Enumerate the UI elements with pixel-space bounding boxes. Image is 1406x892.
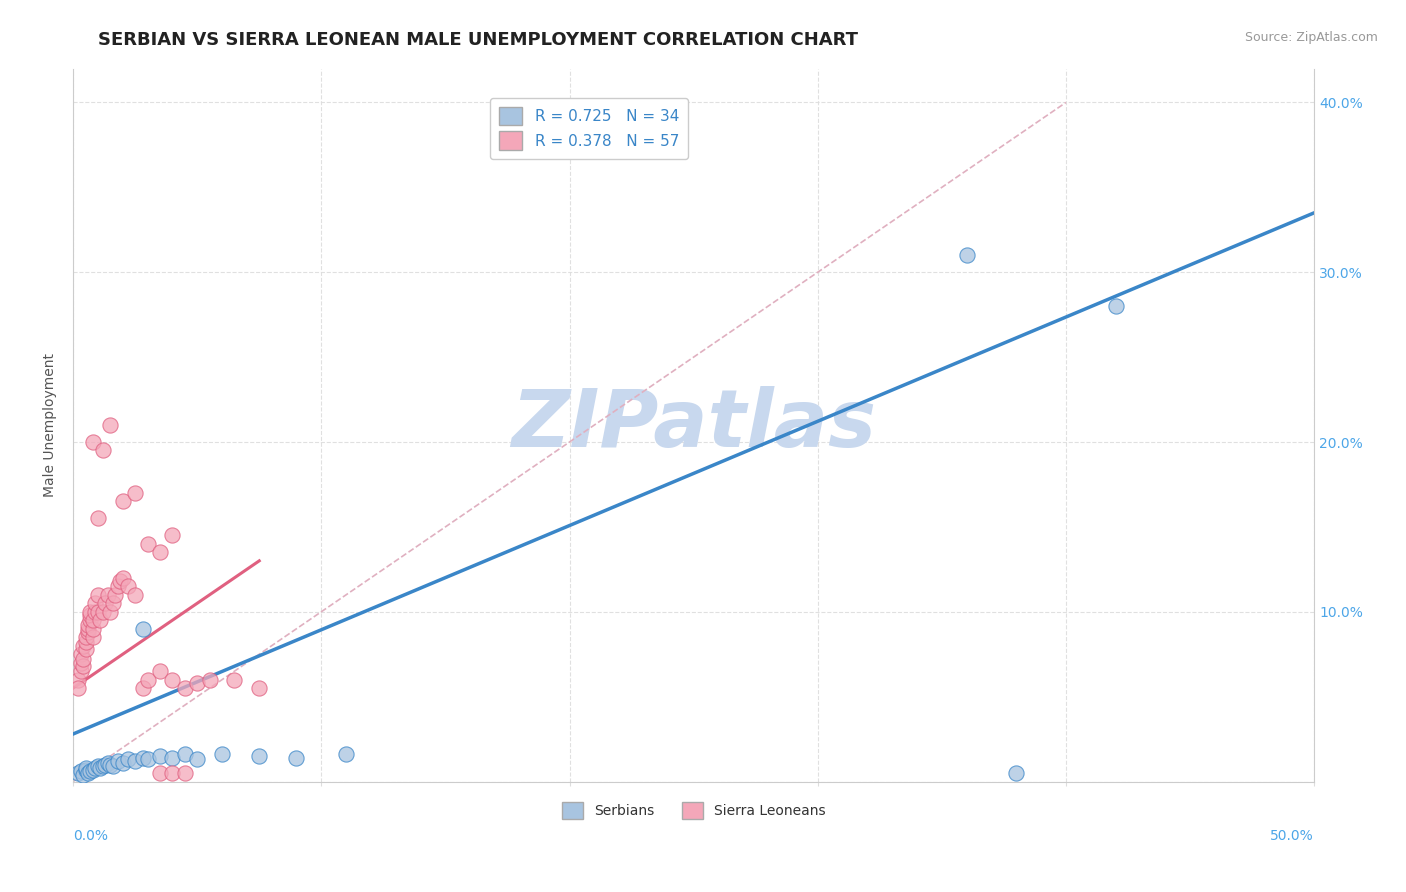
Point [149,766,172,780]
Point [198,673,221,687]
Point [89,761,111,775]
Point [98,605,121,619]
Point [82,622,104,636]
Point [131,622,153,636]
Point [69,656,91,670]
Point [136,537,159,551]
Point [124,588,146,602]
Point [94,596,117,610]
Point [107,579,129,593]
Point [149,664,172,678]
Point [173,747,195,762]
Point [94,757,117,772]
Point [77,618,100,632]
Point [149,545,172,559]
Point [149,749,172,764]
Point [111,494,134,508]
Point [111,756,134,770]
Point [131,751,153,765]
Point [75,630,97,644]
Point [98,417,121,432]
Point [162,766,184,780]
Point [72,639,94,653]
Point [104,588,127,602]
Point [124,486,146,500]
Point [1005,766,1028,780]
Point [79,608,101,623]
Point [162,673,184,687]
Point [72,659,94,673]
Point [186,752,208,766]
Point [75,763,97,777]
Point [101,759,124,773]
Point [84,761,107,775]
Point [956,248,979,262]
Point [97,756,120,770]
Legend: Serbians, Sierra Leoneans: Serbians, Sierra Leoneans [557,797,831,824]
Point [91,759,114,773]
Point [69,647,91,661]
Point [97,588,120,602]
Point [136,752,159,766]
Point [162,751,184,765]
Text: Source: ZipAtlas.com: Source: ZipAtlas.com [1244,31,1378,45]
Point [77,622,100,636]
Point [224,673,246,687]
Point [91,605,114,619]
Point [247,749,270,764]
Point [72,768,94,782]
Point [101,596,124,610]
Point [111,571,134,585]
Point [72,652,94,666]
Point [110,574,132,589]
Point [67,766,90,780]
Point [84,605,107,619]
Point [247,681,270,695]
Point [173,681,195,695]
Point [285,751,308,765]
Point [79,605,101,619]
Point [131,681,153,695]
Text: 0.0%: 0.0% [73,829,108,843]
Point [67,673,90,687]
Point [211,747,233,762]
Point [117,752,139,766]
Point [186,676,208,690]
Text: 50.0%: 50.0% [1271,829,1315,843]
Point [75,635,97,649]
Point [84,596,107,610]
Point [87,759,110,773]
Point [89,613,111,627]
Point [124,754,146,768]
Point [91,443,114,458]
Point [67,681,90,695]
Point [79,613,101,627]
Point [79,764,101,779]
Text: ZIPatlas: ZIPatlas [512,386,876,464]
Point [82,630,104,644]
Point [82,613,104,627]
Point [107,754,129,768]
Point [162,528,184,542]
Point [98,757,121,772]
Point [1104,299,1126,313]
Point [75,761,97,775]
Point [136,673,159,687]
Point [117,579,139,593]
Point [335,747,357,762]
Y-axis label: Male Unemployment: Male Unemployment [44,353,58,497]
Text: SERBIAN VS SIERRA LEONEAN MALE UNEMPLOYMENT CORRELATION CHART: SERBIAN VS SIERRA LEONEAN MALE UNEMPLOYM… [98,31,859,49]
Point [75,642,97,657]
Point [82,763,104,777]
Point [82,435,104,450]
Point [173,766,195,780]
Point [87,605,110,619]
Point [87,511,110,525]
Point [69,764,91,779]
Point [77,766,100,780]
Point [69,664,91,678]
Point [77,625,100,640]
Point [87,588,110,602]
